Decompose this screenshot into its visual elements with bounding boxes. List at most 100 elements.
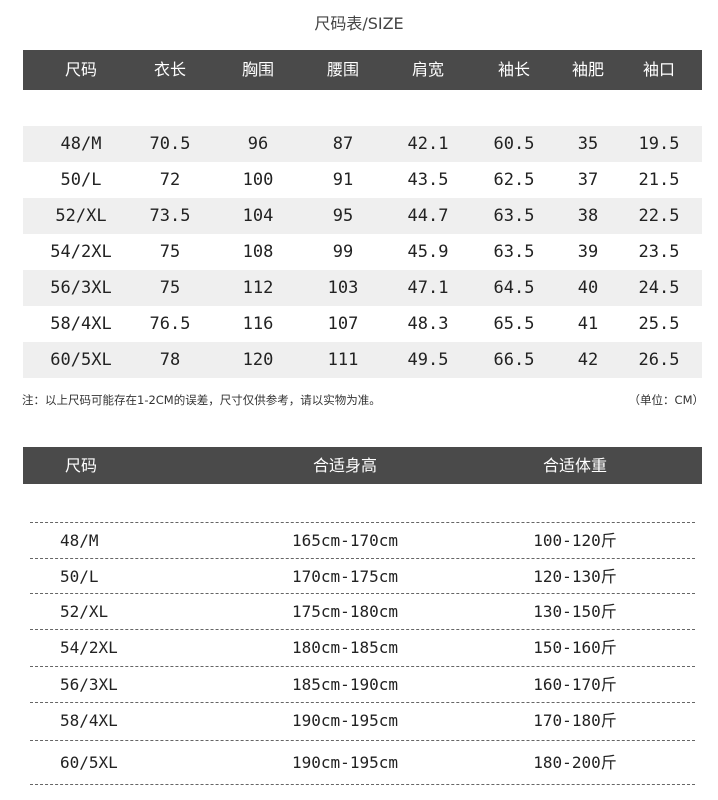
table-cell: 63.5 [493, 242, 535, 262]
table-cell: 56/3XL [60, 675, 118, 694]
table-cell: 73.5 [149, 206, 191, 226]
table-cell: 58/4XL [60, 711, 118, 730]
table-cell: 111 [327, 350, 359, 370]
table-cell: 49.5 [407, 350, 449, 370]
table-cell: 76.5 [149, 314, 191, 334]
table-cell: 24.5 [638, 278, 680, 298]
column-header: 衣长 [153, 60, 187, 79]
table-cell: 190cm-195cm [292, 753, 398, 772]
column-header: 袖肥 [571, 60, 605, 79]
table-cell: 87 [332, 134, 354, 154]
table-cell: 48.3 [407, 314, 449, 334]
table-cell: 54/2XL [60, 638, 118, 657]
table-cell: 19.5 [638, 134, 680, 154]
table-cell: 54/2XL [50, 242, 112, 262]
table-cell: 47.1 [407, 278, 449, 298]
table-cell: 130-150斤 [533, 602, 617, 621]
column-header: 腰围 [326, 60, 360, 79]
table-row: 60/5XL 78 120 111 49.5 66.5 42 26.5 [23, 342, 702, 378]
table-cell: 100 [242, 170, 274, 190]
table-cell: 22.5 [638, 206, 680, 226]
table-cell: 40 [577, 278, 599, 298]
table-row: 52/XL 175cm-180cm 130-150斤 [23, 594, 702, 630]
table-cell: 65.5 [493, 314, 535, 334]
table-row: 48/M 165cm-170cm 100-120斤 [23, 523, 702, 559]
table-cell: 35 [577, 134, 599, 154]
table-cell: 185cm-190cm [292, 675, 398, 694]
table-cell: 99 [332, 242, 354, 262]
table-cell: 52/XL [55, 206, 107, 226]
table-cell: 42.1 [407, 134, 449, 154]
table-cell: 70.5 [149, 134, 191, 154]
note-text: 注：以上尺码可能存在1-2CM的误差，尺寸仅供参考，请以实物为准。 [22, 393, 381, 407]
table-cell: 180cm-185cm [292, 638, 398, 657]
column-header: 尺码 [64, 60, 98, 79]
table-cell: 23.5 [638, 242, 680, 262]
table-cell: 50/L [60, 170, 102, 190]
table-cell: 60.5 [493, 134, 535, 154]
table-cell: 66.5 [493, 350, 535, 370]
table-row: 58/4XL 76.5 116 107 48.3 65.5 41 25.5 [23, 306, 702, 342]
table-cell: 48/M [60, 531, 99, 550]
table-cell: 62.5 [493, 170, 535, 190]
page-title: 尺码表/SIZE [314, 14, 404, 33]
table-cell: 56/3XL [50, 278, 112, 298]
table-cell: 78 [159, 350, 181, 370]
table-cell: 44.7 [407, 206, 449, 226]
table-row: 52/XL 73.5 104 95 44.7 63.5 38 22.5 [23, 198, 702, 234]
table-cell: 41 [577, 314, 599, 334]
divider [30, 522, 695, 523]
table-row: 50/L 170cm-175cm 120-130斤 [23, 559, 702, 595]
table-cell: 120-130斤 [533, 567, 617, 586]
table-row: 58/4XL 190cm-195cm 170-180斤 [23, 703, 702, 739]
table-cell: 104 [242, 206, 274, 226]
column-header: 胸围 [241, 60, 275, 79]
table-cell: 150-160斤 [533, 638, 617, 657]
divider [30, 629, 695, 630]
table-row: 56/3XL 75 112 103 47.1 64.5 40 24.5 [23, 270, 702, 306]
table-cell: 170cm-175cm [292, 567, 398, 586]
table-cell: 107 [327, 314, 359, 334]
table-cell: 75 [159, 242, 181, 262]
table-cell: 95 [332, 206, 354, 226]
column-header: 袖长 [497, 60, 531, 79]
table-cell: 175cm-180cm [292, 602, 398, 621]
table-cell: 58/4XL [50, 314, 112, 334]
table-cell: 37 [577, 170, 599, 190]
table-cell: 64.5 [493, 278, 535, 298]
table-cell: 96 [247, 134, 269, 154]
column-header: 合适体重 [542, 456, 608, 475]
divider [30, 558, 695, 559]
table-cell: 50/L [60, 567, 99, 586]
table-cell: 165cm-170cm [292, 531, 398, 550]
table-row: 54/2XL 180cm-185cm 150-160斤 [23, 630, 702, 666]
table-cell: 63.5 [493, 206, 535, 226]
divider [30, 666, 695, 667]
table-cell: 60/5XL [50, 350, 112, 370]
table-cell: 190cm-195cm [292, 711, 398, 730]
table-row: 48/M 70.5 96 87 42.1 60.5 35 19.5 [23, 126, 702, 162]
table-row: 56/3XL 185cm-190cm 160-170斤 [23, 667, 702, 703]
table-cell: 26.5 [638, 350, 680, 370]
column-header: 袖口 [642, 60, 676, 79]
unit-text: （单位：CM） [628, 393, 704, 407]
table-header: 尺码 合适身高 合适体重 [23, 447, 702, 484]
table-cell: 120 [242, 350, 274, 370]
table-row: 60/5XL 190cm-195cm 180-200斤 [23, 745, 702, 781]
divider [30, 784, 695, 785]
table-cell: 103 [327, 278, 359, 298]
table-cell: 100-120斤 [533, 531, 617, 550]
table-cell: 38 [577, 206, 599, 226]
table-cell: 170-180斤 [533, 711, 617, 730]
table-cell: 43.5 [407, 170, 449, 190]
table-cell: 52/XL [60, 602, 109, 621]
table-cell: 91 [332, 170, 354, 190]
table-cell: 42 [577, 350, 599, 370]
table-cell: 45.9 [407, 242, 449, 262]
table-cell: 48/M [60, 134, 102, 154]
column-header: 尺码 [64, 456, 98, 475]
divider [30, 740, 695, 741]
column-header: 肩宽 [411, 60, 445, 79]
table-cell: 116 [242, 314, 274, 334]
table-cell: 72 [159, 170, 181, 190]
